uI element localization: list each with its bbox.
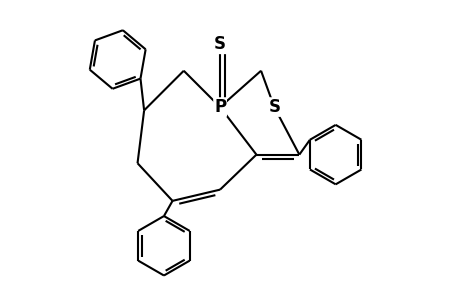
Text: P: P — [213, 98, 226, 116]
Text: S: S — [268, 98, 280, 116]
Text: S: S — [213, 35, 226, 53]
